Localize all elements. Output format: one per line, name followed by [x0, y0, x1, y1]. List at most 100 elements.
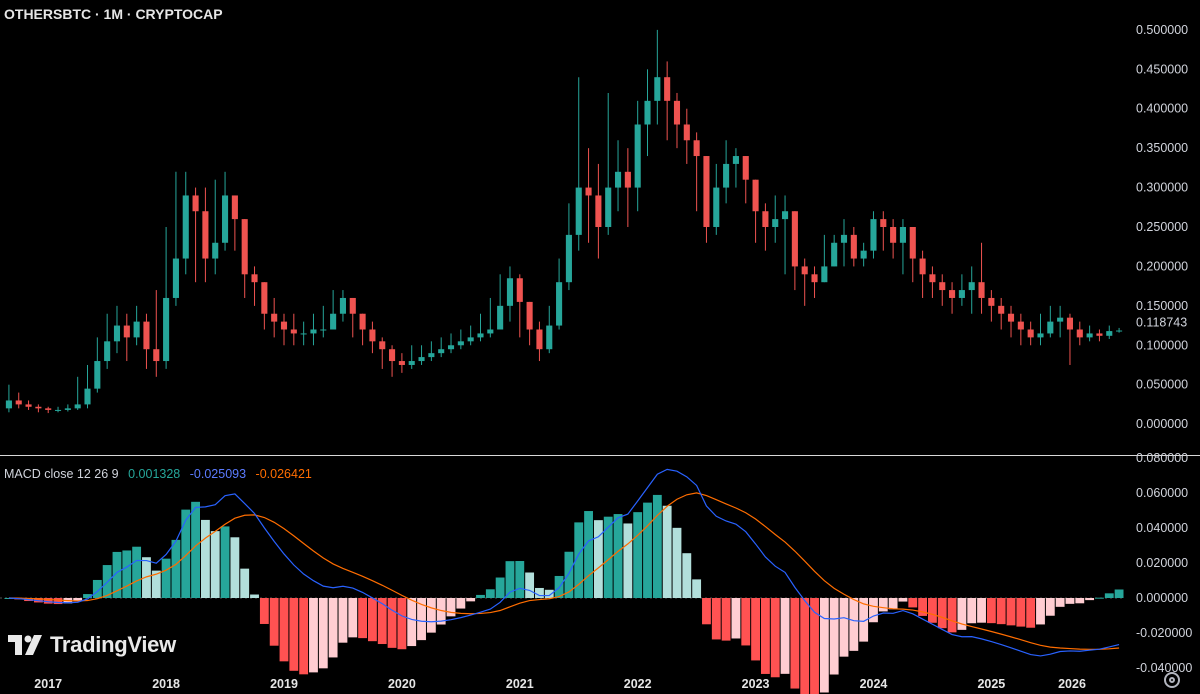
candle-body	[1066, 317, 1074, 330]
candle-body	[909, 227, 916, 259]
candle-body	[929, 274, 936, 283]
price-axis-label: 0.400000	[1136, 102, 1188, 116]
macd-histogram-bar	[908, 598, 918, 608]
candle-body	[330, 313, 337, 330]
macd-histogram-bar	[898, 598, 908, 602]
macd-histogram-bar	[633, 512, 643, 598]
candle-body	[428, 353, 435, 358]
candle-body	[958, 290, 965, 298]
macd-histogram-bar	[967, 598, 977, 624]
gear-icon[interactable]	[1164, 672, 1180, 688]
macd-histogram-bar	[446, 598, 456, 617]
candle-body	[369, 329, 376, 342]
macd-histogram-bar	[368, 598, 377, 642]
candle-body	[536, 329, 543, 350]
tradingview-logo[interactable]: TradingView	[8, 632, 176, 658]
candle-body	[595, 195, 602, 227]
candle-body	[762, 211, 769, 227]
macd-histogram-bar	[151, 570, 161, 598]
candle-body	[1057, 317, 1064, 322]
macd-histogram-bar	[407, 598, 417, 647]
macd-axis-label: -0.040000	[1136, 661, 1192, 675]
candle-body	[703, 156, 710, 227]
x-axis-year-label: 2024	[860, 677, 888, 691]
candle-body	[880, 219, 887, 227]
candle-body	[310, 329, 317, 334]
macd-histogram-bar	[92, 579, 102, 598]
candle-body	[693, 140, 700, 157]
macd-histogram-bar	[1095, 597, 1104, 599]
macd-histogram-bar	[800, 598, 810, 694]
macd-histogram-bar	[142, 557, 151, 598]
macd-signal-value: -0.026421	[255, 467, 312, 481]
price-axis-label: 0.150000	[1136, 299, 1188, 313]
candle-body	[497, 305, 504, 330]
macd-histogram-bar	[466, 598, 476, 602]
candle-body	[241, 219, 248, 275]
price-axis-label: 0.200000	[1136, 259, 1188, 273]
macd-histogram-bar	[269, 598, 279, 646]
macd-axis-label: -0.020000	[1136, 626, 1192, 640]
candle-body	[320, 329, 327, 331]
macd-histogram-bar	[839, 598, 849, 657]
macd-histogram-bar	[721, 598, 731, 641]
macd-histogram-bar	[191, 501, 200, 598]
candle-body	[1106, 331, 1113, 336]
macd-histogram-bar	[986, 598, 996, 624]
macd-histogram-bar	[1036, 598, 1045, 625]
macd-axis-label: 0.000000	[1136, 591, 1188, 605]
candle-body	[968, 282, 975, 291]
candle-body	[280, 321, 288, 330]
macd-histogram-bar	[574, 522, 584, 598]
candle-body	[516, 278, 523, 302]
x-axis-year-label: 2023	[742, 677, 770, 691]
candle-body	[15, 400, 22, 405]
macd-signal-line	[8, 492, 1120, 650]
macd-histogram-bar	[161, 558, 171, 598]
x-axis-year-label: 2021	[506, 677, 534, 691]
candle-body	[182, 195, 189, 259]
macd-legend: MACD close 12 26 9 0.001328 -0.025093 -0…	[4, 467, 318, 481]
macd-histogram-bar	[731, 598, 741, 639]
candle-body	[791, 211, 798, 267]
candle-body	[821, 266, 828, 283]
macd-histogram-bar	[456, 598, 466, 609]
macd-histogram-bar	[957, 598, 967, 630]
candle-body	[143, 321, 150, 350]
x-axis-year-label: 2022	[624, 677, 652, 691]
macd-histogram-bar	[397, 598, 407, 650]
candle-body	[664, 77, 671, 101]
macd-histogram-bar	[171, 539, 181, 598]
candle-body	[438, 349, 445, 354]
candle-body	[801, 266, 808, 275]
candle-body	[899, 227, 906, 243]
macd-histogram-bar	[810, 598, 819, 694]
macd-histogram-bar	[43, 598, 53, 604]
macd-histogram-bar	[73, 598, 83, 602]
last-price-label: 0.118743	[1136, 316, 1187, 330]
candle-body	[1027, 329, 1034, 338]
macd-histogram-bar	[790, 598, 800, 689]
candle-body	[831, 242, 838, 267]
candle-body	[261, 282, 268, 314]
candle-body	[673, 100, 681, 125]
macd-histogram-bar	[377, 598, 387, 645]
candle-body	[379, 341, 386, 350]
macd-hist-value: 0.001328	[128, 467, 181, 481]
candle-body	[153, 349, 160, 362]
candle-body	[25, 404, 32, 407]
macd-histogram-bar	[662, 505, 672, 598]
macd-histogram-bar	[702, 598, 711, 625]
macd-histogram-bar	[593, 520, 603, 598]
macd-histogram-bar	[1085, 598, 1095, 601]
x-axis-year-label: 2020	[388, 677, 416, 691]
candle-body	[526, 301, 533, 330]
candle-body	[1017, 321, 1024, 330]
macd-histogram-bar	[918, 598, 928, 616]
candle-body	[840, 234, 848, 243]
macd-histogram-bar	[387, 598, 397, 648]
x-axis-year-label: 2026	[1058, 677, 1086, 691]
candle-body	[1037, 333, 1044, 338]
macd-axis-label: 0.080000	[1136, 451, 1188, 465]
